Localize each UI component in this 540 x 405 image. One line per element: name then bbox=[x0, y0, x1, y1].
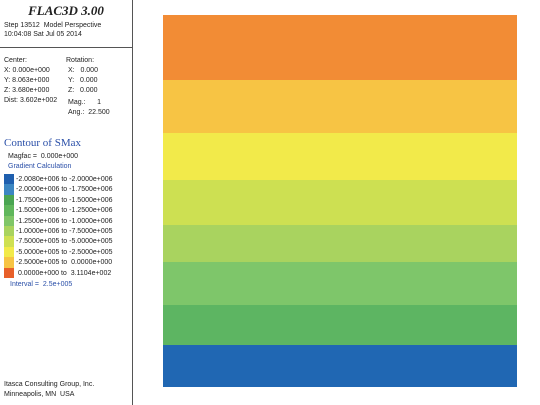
footer-2: Minneapolis, MN USA bbox=[4, 391, 75, 398]
legend-swatch bbox=[4, 246, 14, 258]
contour-band bbox=[163, 225, 517, 262]
rotation-z: Z: 0.000 bbox=[68, 87, 98, 94]
legend-label: 0.0000e+000 to 3.1104e+002 bbox=[16, 269, 112, 277]
rotation-y: Y: 0.000 bbox=[68, 77, 98, 84]
dist: Dist: 3.602e+002 bbox=[4, 97, 58, 104]
contour-band bbox=[163, 345, 517, 387]
separator bbox=[0, 47, 132, 48]
legend-swatch bbox=[4, 267, 14, 278]
legend-label: -7.5000e+005 to -5.0000e+005 bbox=[16, 238, 113, 246]
legend-swatch bbox=[4, 184, 14, 195]
contour-band bbox=[163, 15, 517, 80]
legend-label: -1.5000e+006 to -1.2500e+006 bbox=[16, 207, 113, 215]
legend-swatch bbox=[4, 236, 14, 247]
mag: Mag.: 1 bbox=[68, 99, 102, 106]
legend-swatch bbox=[4, 257, 14, 268]
center-z: Z: 3.680e+000 bbox=[4, 87, 50, 94]
center-label: Center: bbox=[4, 57, 27, 64]
legend-label: -5.0000e+005 to -2.5000e+005 bbox=[16, 248, 113, 256]
calc: Gradient Calculation bbox=[8, 163, 72, 170]
legend-label: -2.0000e+006 to -1.7500e+006 bbox=[16, 186, 113, 194]
step: Step 13512 Model Perspective bbox=[4, 22, 102, 29]
legend-swatch bbox=[4, 226, 14, 237]
legend-label: -1.2500e+006 to -1.0000e+006 bbox=[16, 217, 113, 225]
time: 10:04:08 Sat Jul 05 2014 bbox=[4, 31, 82, 38]
contour-band bbox=[163, 133, 517, 180]
interval: Interval = 2.5e+005 bbox=[10, 281, 73, 288]
info-panel: FLAC3D 3.00 Step 13512 Model Perspective… bbox=[0, 0, 133, 405]
contour-band bbox=[163, 305, 517, 345]
legend-label: -2.0080e+006 to -2.0000e+006 bbox=[16, 176, 113, 183]
legend-label: -2.5000e+005 to 0.0000e+000 bbox=[16, 259, 113, 267]
center-x: X: 0.000e+000 bbox=[4, 67, 50, 74]
legend-label: -1.7500e+006 to -1.5000e+006 bbox=[16, 196, 113, 204]
legend-swatch bbox=[4, 205, 14, 216]
rotation-label: Rotation: bbox=[66, 57, 95, 64]
legend-swatch bbox=[4, 194, 14, 206]
app-title: FLAC3D 3.00 bbox=[28, 3, 104, 18]
footer-1: Itasca Consulting Group, Inc. bbox=[4, 381, 95, 388]
contour-title: Contour of SMax bbox=[4, 137, 81, 149]
center-y: Y: 8.063e+000 bbox=[4, 77, 50, 84]
contour-band bbox=[163, 262, 517, 305]
legend-label: -1.0000e+006 to -7.5000e+005 bbox=[16, 228, 113, 235]
legend-swatch bbox=[4, 174, 14, 185]
contour-band bbox=[163, 180, 517, 225]
rotation-x: X: 0.000 bbox=[68, 67, 98, 74]
magfac: Magfac = 0.000e+000 bbox=[8, 153, 79, 160]
legend-swatch bbox=[4, 215, 14, 226]
ang: Ang.: 22.500 bbox=[68, 109, 110, 116]
contour-band bbox=[163, 80, 517, 133]
